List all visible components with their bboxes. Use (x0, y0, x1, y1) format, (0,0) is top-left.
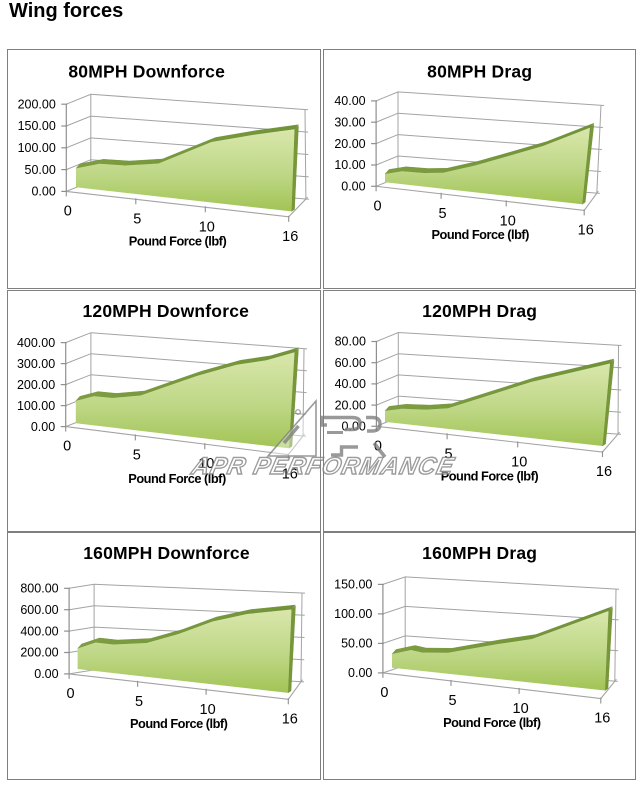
svg-text:0: 0 (374, 198, 382, 214)
svg-text:0.00: 0.00 (31, 185, 55, 199)
svg-text:0.00: 0.00 (342, 420, 366, 434)
svg-text:50.00: 50.00 (24, 163, 55, 177)
svg-text:5: 5 (448, 693, 456, 709)
svg-text:10: 10 (198, 219, 214, 235)
svg-text:160MPH Downforce: 160MPH Downforce (83, 543, 250, 563)
svg-text:0.00: 0.00 (34, 667, 58, 681)
svg-text:16: 16 (281, 711, 297, 727)
svg-text:200.00: 200.00 (17, 97, 55, 111)
svg-text:16: 16 (594, 711, 610, 727)
svg-text:400.00: 400.00 (16, 336, 54, 350)
svg-text:100.00: 100.00 (17, 141, 55, 155)
svg-text:20.00: 20.00 (334, 137, 365, 151)
svg-text:60.00: 60.00 (335, 356, 366, 370)
svg-text:5: 5 (132, 447, 140, 463)
svg-text:Pound Force (lbf): Pound Force (lbf) (441, 469, 539, 484)
svg-text:200.00: 200.00 (20, 646, 58, 660)
svg-text:16: 16 (282, 229, 298, 245)
svg-text:80.00: 80.00 (335, 335, 366, 349)
svg-text:120MPH Downforce: 120MPH Downforce (82, 301, 249, 321)
svg-text:0: 0 (63, 203, 71, 219)
svg-text:Pound Force (lbf): Pound Force (lbf) (128, 471, 226, 486)
svg-text:300.00: 300.00 (16, 357, 54, 371)
svg-text:Pound Force (lbf): Pound Force (lbf) (431, 227, 529, 242)
svg-text:120MPH Drag: 120MPH Drag (422, 301, 537, 321)
svg-text:Pound Force (lbf): Pound Force (lbf) (129, 716, 227, 731)
svg-text:80MPH Downforce: 80MPH Downforce (68, 62, 225, 82)
svg-text:10: 10 (500, 213, 516, 229)
svg-text:100.00: 100.00 (334, 607, 372, 621)
svg-text:150.00: 150.00 (334, 578, 372, 592)
svg-text:50.00: 50.00 (341, 637, 372, 651)
svg-text:10: 10 (513, 701, 529, 717)
svg-text:10: 10 (199, 702, 215, 718)
svg-text:16: 16 (578, 222, 594, 238)
svg-text:5: 5 (135, 694, 143, 710)
svg-text:10: 10 (198, 456, 214, 472)
svg-text:100.00: 100.00 (16, 399, 54, 413)
svg-text:0: 0 (63, 439, 71, 455)
svg-text:40.00: 40.00 (334, 94, 365, 108)
svg-text:20.00: 20.00 (335, 398, 366, 412)
svg-text:0: 0 (380, 685, 388, 701)
svg-text:0: 0 (374, 438, 382, 454)
svg-text:Pound Force (lbf): Pound Force (lbf) (128, 233, 226, 248)
svg-text:80MPH Drag: 80MPH Drag (427, 62, 532, 82)
svg-text:0.00: 0.00 (348, 666, 372, 680)
svg-text:Pound Force (lbf): Pound Force (lbf) (443, 715, 541, 730)
svg-text:200.00: 200.00 (16, 378, 54, 392)
svg-text:600.00: 600.00 (20, 603, 58, 617)
svg-text:400.00: 400.00 (20, 624, 58, 638)
svg-text:5: 5 (445, 446, 453, 462)
svg-text:0: 0 (66, 686, 74, 702)
svg-text:10.00: 10.00 (334, 158, 365, 172)
svg-text:5: 5 (133, 211, 141, 227)
svg-text:10: 10 (511, 454, 527, 470)
svg-text:40.00: 40.00 (335, 377, 366, 391)
svg-text:0.00: 0.00 (341, 180, 365, 194)
svg-text:5: 5 (439, 206, 447, 222)
svg-text:800.00: 800.00 (20, 582, 58, 596)
svg-text:16: 16 (596, 464, 612, 480)
svg-text:0.00: 0.00 (30, 420, 54, 434)
svg-text:16: 16 (281, 467, 297, 483)
svg-text:160MPH Drag: 160MPH Drag (422, 543, 537, 563)
svg-text:150.00: 150.00 (17, 119, 55, 133)
svg-text:30.00: 30.00 (334, 115, 365, 129)
